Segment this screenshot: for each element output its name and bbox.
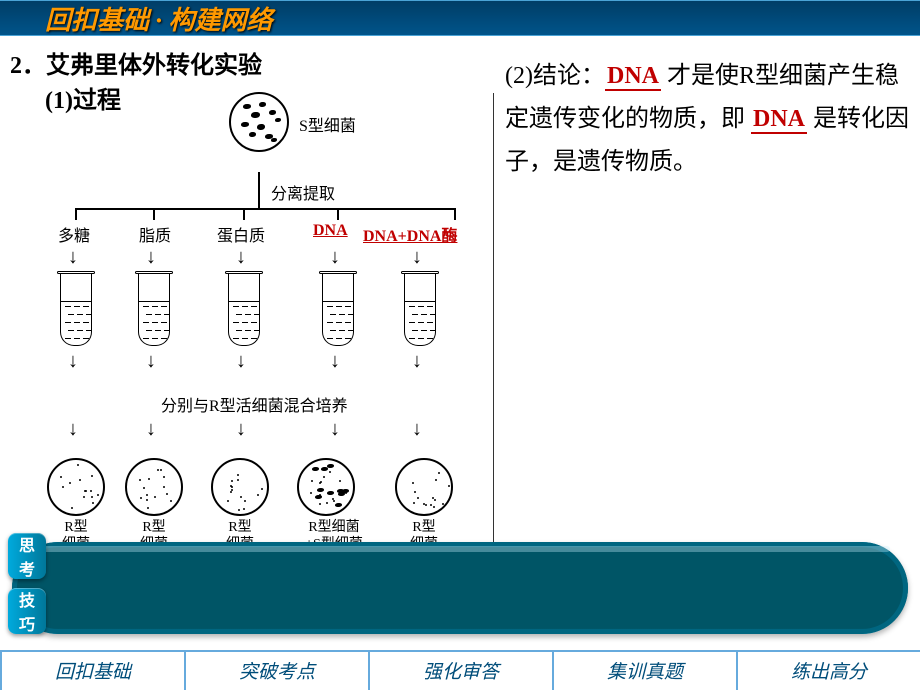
arrow-down-icon: ↓ xyxy=(330,246,340,269)
arrow-down-icon: ↓ xyxy=(330,418,340,441)
nav-item-3[interactable]: 强化审答 xyxy=(368,650,552,690)
col-label-2: 脂质 xyxy=(139,222,171,246)
l xyxy=(243,208,245,220)
s-bacteria-label: S型细菌 xyxy=(299,112,356,136)
vertical-divider xyxy=(493,93,494,573)
section-num: 2． xyxy=(10,53,46,79)
side-tab-skill[interactable]: 技巧 xyxy=(8,588,46,634)
arrow-down-icon: ↓ xyxy=(330,350,340,373)
content: 2．艾弗里体外转化实验 (1)过程 S型细菌 分离提取 多糖 脂质 蛋白质 DN… xyxy=(10,45,910,115)
arrow-down-icon: ↓ xyxy=(146,418,156,441)
line xyxy=(258,172,260,208)
test-tube-icon xyxy=(322,274,354,346)
arrow-down-icon: ↓ xyxy=(68,350,78,373)
h-line xyxy=(75,208,455,210)
arrow-down-icon: ↓ xyxy=(412,246,422,269)
l xyxy=(75,208,77,220)
result-dish-icon xyxy=(297,458,355,516)
col-label-1: 多糖 xyxy=(58,222,90,246)
col-label-4: DNA xyxy=(313,222,348,240)
arrow-down-icon: ↓ xyxy=(236,246,246,269)
section-main-title: 艾弗里体外转化实验 xyxy=(46,53,262,79)
nav-item-4[interactable]: 集训真题 xyxy=(552,650,736,690)
l xyxy=(454,208,456,220)
result-dish-icon xyxy=(47,458,105,516)
mix-label: 分别与R型活细菌混合培养 xyxy=(161,392,348,416)
arrow-down-icon: ↓ xyxy=(236,418,246,441)
l xyxy=(337,208,339,220)
test-tube-icon xyxy=(228,274,260,346)
nav-item-5[interactable]: 练出高分 xyxy=(736,650,920,690)
header-bar: 回扣基础 · 构建网络 xyxy=(0,0,920,36)
test-tube-icon xyxy=(404,274,436,346)
s-type-bacteria-icon xyxy=(229,92,289,152)
nav-item-2[interactable]: 突破考点 xyxy=(184,650,368,690)
arrow-down-icon: ↓ xyxy=(412,418,422,441)
arrow-down-icon: ↓ xyxy=(146,246,156,269)
test-tube-icon xyxy=(138,274,170,346)
dna-highlight-1: DNA xyxy=(605,63,661,91)
diagram: S型细菌 分离提取 多糖 脂质 蛋白质 DNA DNA+DNA酶 ↓ ↓ ↓↓ … xyxy=(55,80,485,555)
arrow-down-icon: ↓ xyxy=(412,350,422,373)
test-tube-icon xyxy=(60,274,92,346)
header-title: 回扣基础 · 构建网络 xyxy=(45,0,273,37)
t: (2)结论： xyxy=(505,63,605,89)
arrow-down-icon: ↓ xyxy=(68,246,78,269)
side-tab-think[interactable]: 思考 xyxy=(8,533,46,579)
result-dish-icon xyxy=(125,458,183,516)
pill-banner xyxy=(12,542,908,634)
result-dish-icon xyxy=(395,458,453,516)
nav-item-1[interactable]: 回扣基础 xyxy=(0,650,184,690)
l xyxy=(153,208,155,220)
dna-highlight-2: DNA xyxy=(751,106,807,134)
arrow-down-icon: ↓ xyxy=(146,350,156,373)
bottom-nav: 回扣基础 突破考点 强化审答 集训真题 练出高分 xyxy=(0,650,920,690)
col-label-3: 蛋白质 xyxy=(217,222,265,246)
branch-label: 分离提取 xyxy=(271,180,335,204)
conclusion-text: (2)结论：DNA 才是使R型细菌产生稳定遗传变化的物质，即 DNA 是转化因子… xyxy=(505,55,910,185)
arrow-down-icon: ↓ xyxy=(68,418,78,441)
arrow-down-icon: ↓ xyxy=(236,350,246,373)
col-label-5: DNA+DNA酶 xyxy=(363,222,457,246)
result-dish-icon xyxy=(211,458,269,516)
